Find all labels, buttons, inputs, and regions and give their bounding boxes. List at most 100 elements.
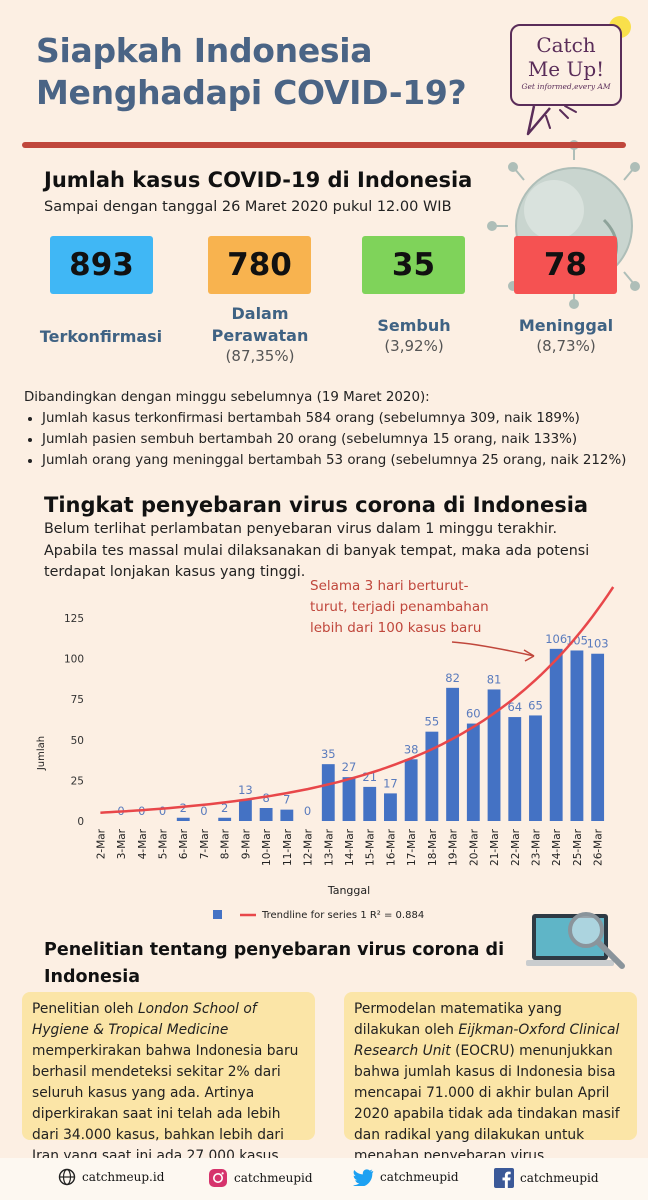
bar-value-label: 38 <box>404 742 419 756</box>
research-heading-line-1: Penelitian tentang penyebaran virus coro… <box>44 940 505 960</box>
bar <box>425 731 439 821</box>
laptop-magnifier-icon <box>526 912 625 969</box>
comparison-bullet: Jumlah pasien sembuh bertambah 20 orang … <box>42 429 634 450</box>
bar-value-label: 60 <box>466 707 481 721</box>
footer-facebook[interactable]: catchmeupid <box>494 1168 599 1188</box>
stat-deaths-pct: (8,73%) <box>536 337 596 355</box>
x-tick-label: 22-Mar <box>510 828 522 866</box>
stat-recovered-value: 35 <box>362 236 465 294</box>
y-axis-label: Jumlah <box>36 736 47 771</box>
trendline <box>100 586 615 814</box>
bar <box>487 689 501 821</box>
bar-value-label: 82 <box>445 671 460 685</box>
bar <box>363 786 377 821</box>
bar-value-label: 13 <box>238 783 253 797</box>
research-heading: Penelitian tentang penyebaran virus coro… <box>44 937 504 991</box>
stat-recovered-label: Sembuh <box>377 316 451 335</box>
bar <box>259 808 273 821</box>
comparison-bullet: Jumlah kasus terkonfirmasi bertambah 584… <box>42 408 634 429</box>
bar <box>404 759 418 821</box>
bar <box>218 817 232 821</box>
bar-value-label: 7 <box>283 793 290 807</box>
badge-tagline: Get informed,every AM <box>521 82 611 91</box>
bar-value-label: 0 <box>304 804 311 818</box>
stat-treated-pct: (87,35%) <box>225 347 295 365</box>
research-left-pre: Penelitian oleh <box>32 1001 138 1017</box>
bar <box>176 817 190 821</box>
research-left-institution: London School of Hygiene & Tropical Medi… <box>32 1001 257 1038</box>
chart-annotation-line-3: lebih dari 100 kasus baru <box>310 620 481 636</box>
bar <box>446 687 460 821</box>
footer-instagram-text: catchmeupid <box>234 1171 313 1185</box>
x-tick-label: 20-Mar <box>468 828 480 866</box>
cases-subheading: Sampai dengan tanggal 26 Maret 2020 puku… <box>44 199 452 215</box>
title-line-1: Siapkah Indonesia <box>36 31 373 70</box>
stat-confirmed-label: Terkonfirmasi <box>39 327 163 346</box>
spread-body: Belum terlihat perlambatan penyebaran vi… <box>44 521 590 580</box>
footer-instagram[interactable]: catchmeupid <box>208 1168 313 1188</box>
bar <box>342 777 356 821</box>
comparison-block: Dibandingkan dengan minggu sebelumnya (1… <box>24 387 634 471</box>
x-tick-label: 18-Mar <box>427 828 439 866</box>
x-tick-label: 16-Mar <box>385 828 397 866</box>
research-card-eocru: Permodelan matematika yang dilakukan ole… <box>344 992 637 1164</box>
bar-value-label: 64 <box>507 700 522 714</box>
x-tick-label: 19-Mar <box>448 828 460 866</box>
x-tick-label: 12-Mar <box>303 828 315 866</box>
bar-value-label: 0 <box>200 804 207 818</box>
stat-treated-value: 780 <box>208 236 311 294</box>
speech-bubble-tail-icon <box>526 105 577 136</box>
x-tick-label: 6-Mar <box>178 828 190 859</box>
legend-series-swatch <box>213 910 222 919</box>
twitter-icon <box>353 1169 374 1186</box>
stat-deaths-block: Meninggal (8,73%) <box>506 315 626 355</box>
bar <box>529 715 542 821</box>
x-tick-label: 15-Mar <box>365 828 377 866</box>
research-right-post: (EOCRU) menunjukkan bahwa jumlah kasus d… <box>354 1043 620 1164</box>
annotation-arrow <box>451 641 535 657</box>
research-right-pre: Permodelan matematika yang dilakukan ole… <box>354 1001 562 1038</box>
bar <box>570 650 584 821</box>
chart-annotation-line-1: Selama 3 hari berturut- <box>310 578 469 594</box>
stat-deaths-label: Meninggal <box>518 316 614 335</box>
stat-recovered-pct: (3,92%) <box>384 337 444 355</box>
y-tick-label: 125 <box>64 613 84 625</box>
x-tick-label: 4-Mar <box>137 828 149 859</box>
y-tick-label: 75 <box>71 694 84 706</box>
bar-value-label: 106 <box>545 632 567 646</box>
footer-twitter-text: catchmeupid <box>380 1170 459 1184</box>
stat-confirmed-value: 893 <box>50 236 153 294</box>
y-tick-label: 50 <box>71 735 84 747</box>
footer-website-text: catchmeup.id <box>82 1170 165 1184</box>
footer-twitter[interactable]: catchmeupid <box>352 1168 459 1186</box>
bar-value-label: 0 <box>159 804 166 818</box>
x-tick-label: 3-Mar <box>116 828 128 859</box>
page-title: Siapkah Indonesia Menghadapi COVID-19? <box>36 30 506 114</box>
x-tick-label: 7-Mar <box>199 828 211 859</box>
research-left-post: memperkirakan bahwa Indonesia baru berha… <box>32 1043 299 1164</box>
brand-badge: Catch Me Up! Get informed,every AM <box>510 24 622 106</box>
bar-value-label: 27 <box>342 760 357 774</box>
x-tick-label: 25-Mar <box>572 828 584 866</box>
bar-value-label: 17 <box>383 776 398 790</box>
x-tick-label: 24-Mar <box>551 828 563 866</box>
stat-recovered-block: Sembuh (3,92%) <box>354 315 474 355</box>
title-line-2: Menghadapi COVID-19? <box>36 73 467 112</box>
research-heading-line-2: Indonesia <box>44 967 141 987</box>
comparison-intro: Dibandingkan dengan minggu sebelumnya (1… <box>24 390 430 405</box>
stat-deaths-value: 78 <box>514 236 617 294</box>
x-tick-label: 14-Mar <box>344 828 356 866</box>
stat-treated-block: Dalam Perawatan (87,35%) <box>196 303 324 365</box>
spread-heading: Tingkat penyebaran virus corona di Indon… <box>44 493 589 517</box>
header-divider <box>22 142 626 148</box>
footer-website[interactable]: catchmeup.id <box>58 1168 164 1186</box>
x-tick-label: 10-Mar <box>261 828 273 866</box>
bar <box>238 799 252 821</box>
y-tick-label: 25 <box>71 775 84 787</box>
bar <box>549 648 563 821</box>
bar-value-label: 35 <box>321 747 336 761</box>
globe-icon <box>58 1168 76 1186</box>
footer-facebook-text: catchmeupid <box>520 1171 599 1185</box>
stat-treated-label: Dalam Perawatan <box>211 304 309 345</box>
